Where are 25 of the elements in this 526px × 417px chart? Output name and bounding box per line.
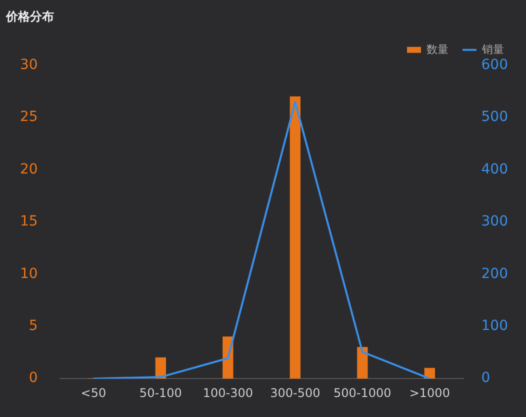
bar <box>290 96 300 379</box>
legend-label: 销量 <box>481 42 504 56</box>
y-tick-label: 25 <box>20 109 38 126</box>
y2-tick-label: 500 <box>481 109 508 126</box>
y-tick-label: 20 <box>20 161 38 178</box>
chart-title: 价格分布 <box>5 9 54 24</box>
y2-tick-label: 600 <box>481 57 508 74</box>
y-tick-label: 30 <box>20 57 38 74</box>
y-tick-label: 10 <box>20 266 38 282</box>
x-tick-label: 500-1000 <box>334 386 392 400</box>
x-tick-label: >1000 <box>409 386 450 400</box>
y2-tick-label: 300 <box>481 214 508 230</box>
y2-tick-label: 100 <box>481 318 508 334</box>
x-tick-label: 100-300 <box>202 386 253 400</box>
y2-tick-label: 400 <box>481 161 508 178</box>
legend-label: 数量 <box>426 42 448 56</box>
x-tick-label: <50 <box>80 386 106 400</box>
y2-tick-label: 200 <box>481 266 508 282</box>
x-tick-label: 300-500 <box>270 386 320 400</box>
y-tick-label: 15 <box>20 214 38 230</box>
y-tick-label: 5 <box>28 318 38 334</box>
bar <box>357 346 368 379</box>
y-tick-label: 0 <box>28 370 38 386</box>
y2-tick-label: 0 <box>481 370 490 386</box>
x-tick-label: 50-100 <box>139 386 182 400</box>
